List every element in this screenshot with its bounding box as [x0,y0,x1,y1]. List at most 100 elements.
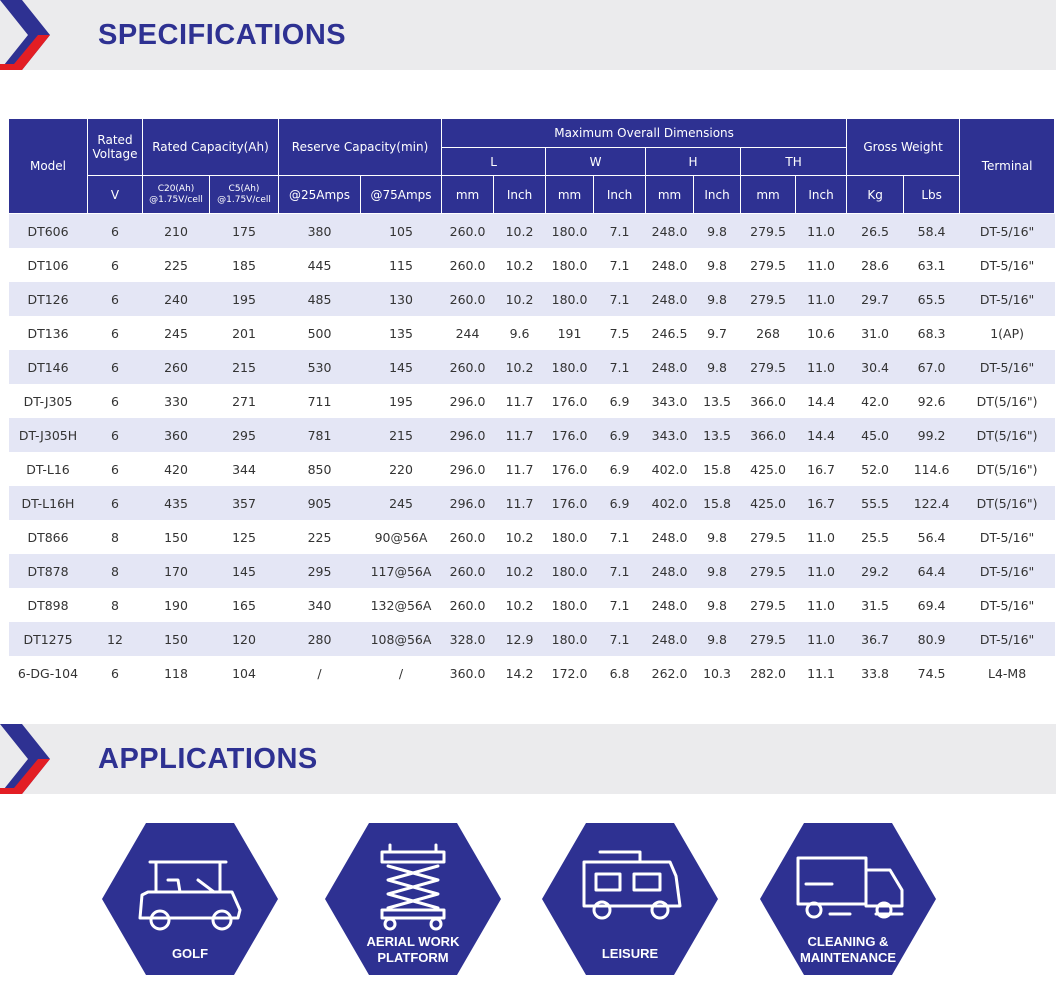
table-cell: 11.0 [795,213,847,248]
lift-icon [380,843,446,931]
table-cell: 344 [232,461,256,477]
table-cell: 7.1 [609,597,630,613]
table-cell: 64.4 [903,554,960,588]
table-cell: 12 [87,622,143,656]
table-cell: 10.2 [493,350,546,384]
table-cell: 201 [232,325,256,341]
table-cell: 6 [111,393,119,409]
table-cell: 279.5 [750,597,786,613]
table-cell: 104 [232,665,256,681]
header-cell: Rated Voltage [87,118,143,176]
table-cell: 68.3 [917,325,946,341]
header-cell: mm [645,175,695,214]
chevron [0,0,50,70]
table-cell: 445 [307,257,332,273]
table-cell: 11.0 [795,282,847,316]
table-cell: DT-5/16" [959,213,1055,248]
table-cell: 10.2 [493,213,546,248]
table-cell: 1(AP) [990,325,1024,341]
table-cell: 279.5 [740,350,796,384]
table-cell: 16.7 [807,461,835,477]
application-label: GOLF [172,946,208,961]
table-cell: 7.1 [593,213,646,248]
table-cell: 360 [142,418,210,452]
table-cell: 10.2 [505,257,534,273]
table-row: DT-L16H 6 435 357 905 245 296.0 11.7 176.0 6.9 402… [8,486,1055,520]
header-cell: Inch [493,175,547,214]
table-cell: 7.1 [609,529,630,545]
table-cell: DT866 [27,529,69,545]
header-cell: Lbs [903,175,961,214]
table-cell: 328.0 [441,622,494,656]
table-cell: 343.0 [651,393,688,409]
table-cell: 14.4 [807,393,835,409]
table-cell: 260.0 [441,350,494,384]
table-cell: 195 [209,282,279,316]
table-cell: 357 [209,486,279,520]
table-cell: 435 [142,486,210,520]
table-cell: 6.9 [593,486,646,520]
table-cell: 268 [756,325,780,341]
table-row: 6-DG-104 6 118 104 / / 360.0 14.2 172.0 6.8 262.0 1… [9,656,1055,690]
table-cell: 170 [142,554,210,588]
table-cell: 248.0 [645,554,694,588]
table-cell: 74.5 [917,665,946,681]
table-cell: 14.2 [505,665,534,681]
table-cell: 90@56A [374,529,428,545]
table-cell: 185 [232,257,256,273]
table-cell: DT-5/16" [979,257,1035,273]
table-cell: 9.8 [693,350,741,384]
table-cell: 125 [232,529,256,545]
table-cell: 210 [142,213,210,248]
table-cell: 36.7 [846,622,904,656]
table-cell: 360.0 [449,665,486,681]
table-cell: DT-5/16" [959,554,1055,588]
rv-icon [582,850,682,920]
table-cell: 10.2 [505,529,534,545]
table-cell: DT-5/16" [959,622,1055,656]
table-cell: 6 [111,325,119,341]
table-cell: 80.9 [903,622,960,656]
table-cell: 8 [111,529,119,545]
table-cell: 279.5 [740,554,796,588]
table-cell: DT-L16H [8,486,88,520]
table-cell: 191 [557,325,582,341]
table-cell: 7.5 [609,325,630,341]
table-cell: 12.9 [493,622,546,656]
header-cell: @75Amps [360,175,443,214]
table-cell: 7.1 [609,257,630,273]
table-cell: 11.0 [807,597,835,613]
table-cell: 6.9 [593,418,646,452]
table-cell: 6 [87,282,143,316]
section-title: APPLICATIONS [98,743,318,775]
table-cell: 260.0 [441,282,494,316]
table-cell: 9.6 [509,325,530,341]
table-cell: 11.7 [493,486,546,520]
table-cell: 26.5 [846,213,904,248]
table-row: DT-J305 6 330 271 711 195 296.0 11.7 176.0 6.9 343… [9,384,1055,418]
table-cell: 122.4 [903,486,960,520]
table-cell: 7.1 [593,554,646,588]
table-cell: 248.0 [651,597,688,613]
table-cell: 6 [87,486,143,520]
table-cell: 402.0 [651,461,688,477]
table-cell: 260.0 [449,257,486,273]
header-cell: Maximum Overall Dimensions [441,118,848,148]
table-cell: 99.2 [903,418,960,452]
table-cell: 10.2 [493,554,546,588]
application-label: LEISURE [602,946,659,961]
table-cell: 31.5 [861,597,890,613]
table-cell: 248.0 [651,257,688,273]
golf-icon [138,860,242,931]
table-cell: 180.0 [551,257,588,273]
table-cell: 279.5 [740,622,796,656]
table-cell: 31.0 [861,325,890,341]
table-body: DT606 6 210 175 380 105 260.0 10.2 180.0 7.1 248.0… [8,213,1055,691]
table-cell: 850 [307,461,332,477]
table-cell: 30.4 [846,350,904,384]
table-cell: 52.0 [861,461,890,477]
table-cell: 145 [209,554,279,588]
table-cell: 711 [307,393,332,409]
table-cell: 9.8 [693,213,741,248]
